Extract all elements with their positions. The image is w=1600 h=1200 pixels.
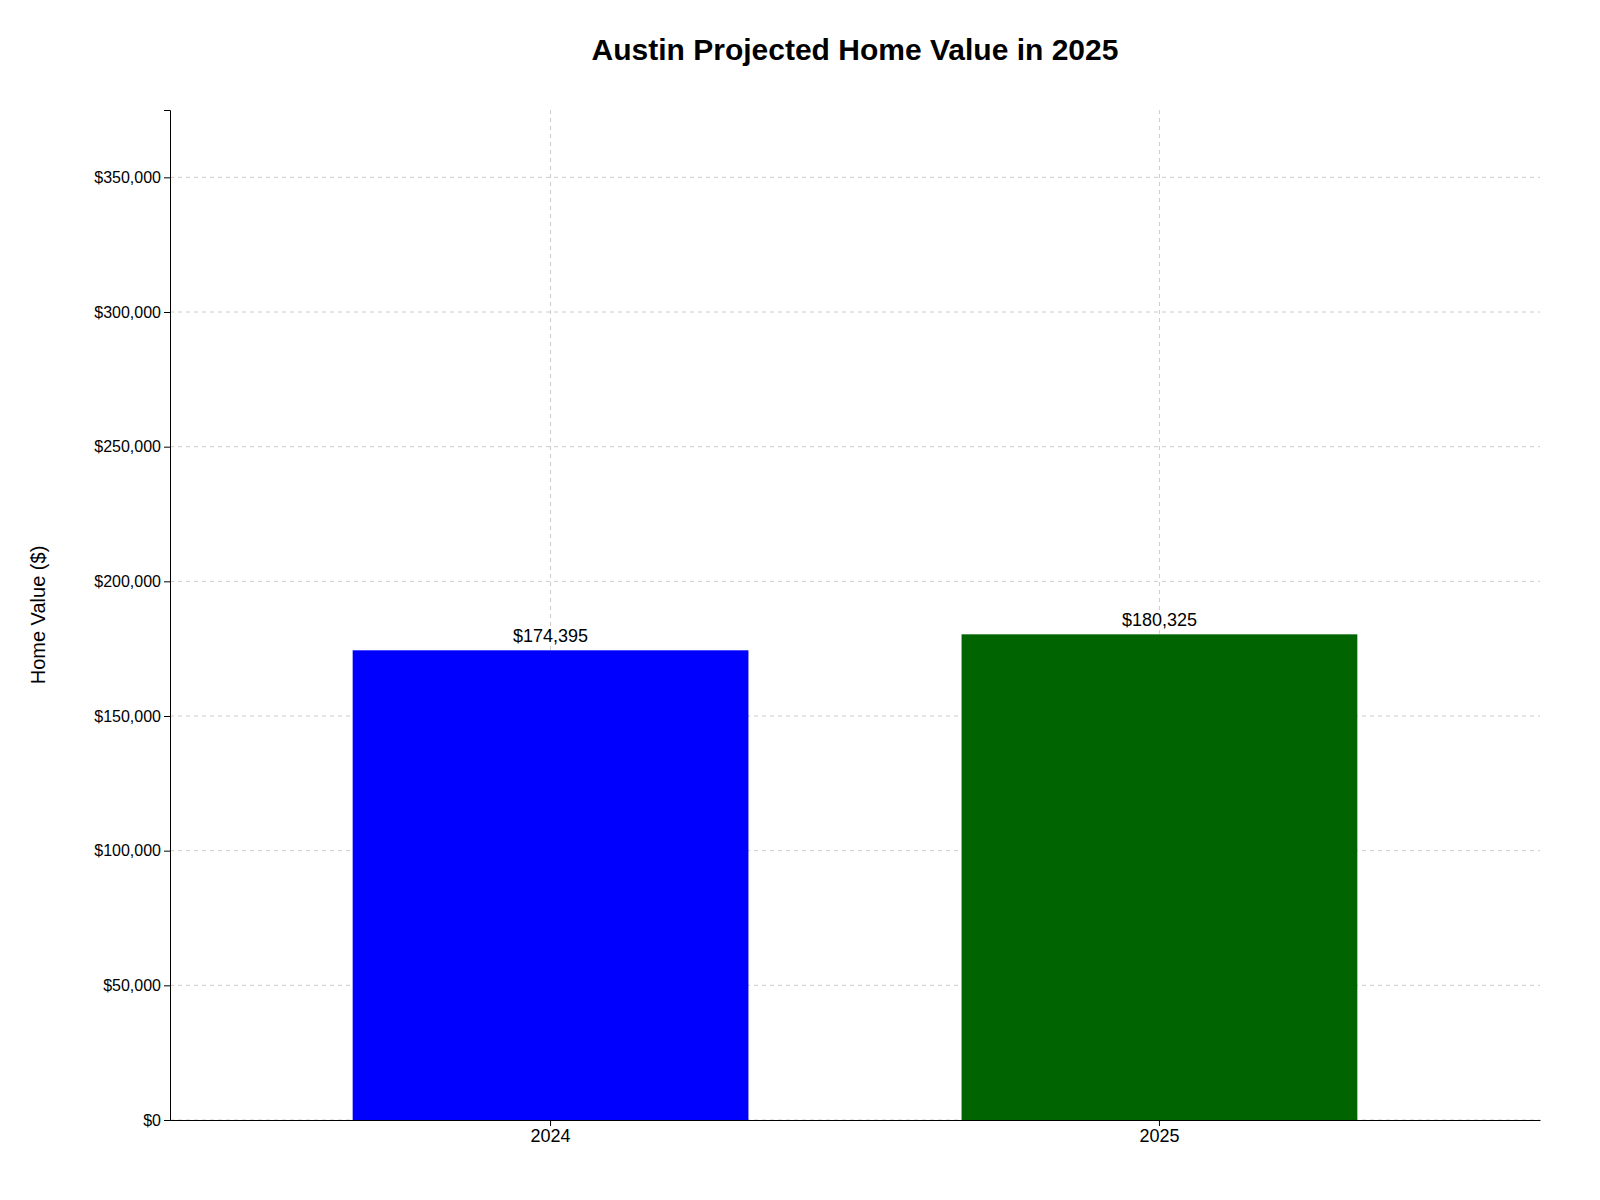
tick-mark <box>164 716 170 717</box>
data-label: $174,395 <box>513 626 588 646</box>
bar <box>962 634 1358 1120</box>
tick-label: $250,000 <box>94 438 161 455</box>
tick-label: 2025 <box>1139 1126 1179 1146</box>
bar <box>353 650 749 1120</box>
tick-mark <box>164 851 170 852</box>
tick-mark <box>164 177 170 178</box>
tick: 2024 <box>531 1120 571 1146</box>
tick: $200,000 <box>94 573 170 590</box>
tick-label: 2024 <box>531 1126 571 1146</box>
tick-label: $100,000 <box>94 842 161 859</box>
bars <box>353 634 1358 1120</box>
x-axis: 2024 2025 <box>171 1120 1541 1146</box>
tick: $100,000 <box>94 842 170 859</box>
tick: $50,000 <box>103 977 170 994</box>
grid <box>170 110 1540 1120</box>
tick-label: $150,000 <box>94 708 161 725</box>
tick: $250,000 <box>94 438 170 455</box>
data-labels: $174,395 $180,325 <box>513 610 1197 646</box>
tick: $0 <box>143 1112 170 1129</box>
tick: 2025 <box>1139 1120 1179 1146</box>
grid-line <box>170 177 1540 178</box>
chart: $174,395 $180,325 $0 $50,000 $100,000 $150,00… <box>0 0 1600 1200</box>
tick-label: $0 <box>143 1112 161 1129</box>
grid-line <box>170 581 1540 582</box>
grid-line <box>170 446 1540 447</box>
tick-label: $350,000 <box>94 169 161 186</box>
grid-line <box>170 312 1540 313</box>
tick-label: $50,000 <box>103 977 161 994</box>
y-axis-title: Home Value ($) <box>27 546 49 685</box>
data-label: $180,325 <box>1122 610 1197 630</box>
tick: $350,000 <box>94 169 170 186</box>
axis-line <box>164 111 171 1121</box>
tick-mark <box>164 1120 170 1121</box>
tick-label: $300,000 <box>94 304 161 321</box>
tick: $150,000 <box>94 708 170 725</box>
tick-mark <box>164 581 170 582</box>
y-axis: $0 $50,000 $100,000 $150,000 $200,000 $250,00… <box>94 111 170 1129</box>
title: Austin Projected Home Value in 2025 <box>592 33 1119 66</box>
axis-line <box>171 1120 1541 1121</box>
tick-mark <box>164 985 170 986</box>
plot: $174,395 $180,325 $0 $50,000 $100,000 $150,00… <box>94 110 1540 1146</box>
tick-label: $200,000 <box>94 573 161 590</box>
tick-mark <box>164 447 170 448</box>
tick: $300,000 <box>94 304 170 321</box>
tick-mark <box>164 312 170 313</box>
